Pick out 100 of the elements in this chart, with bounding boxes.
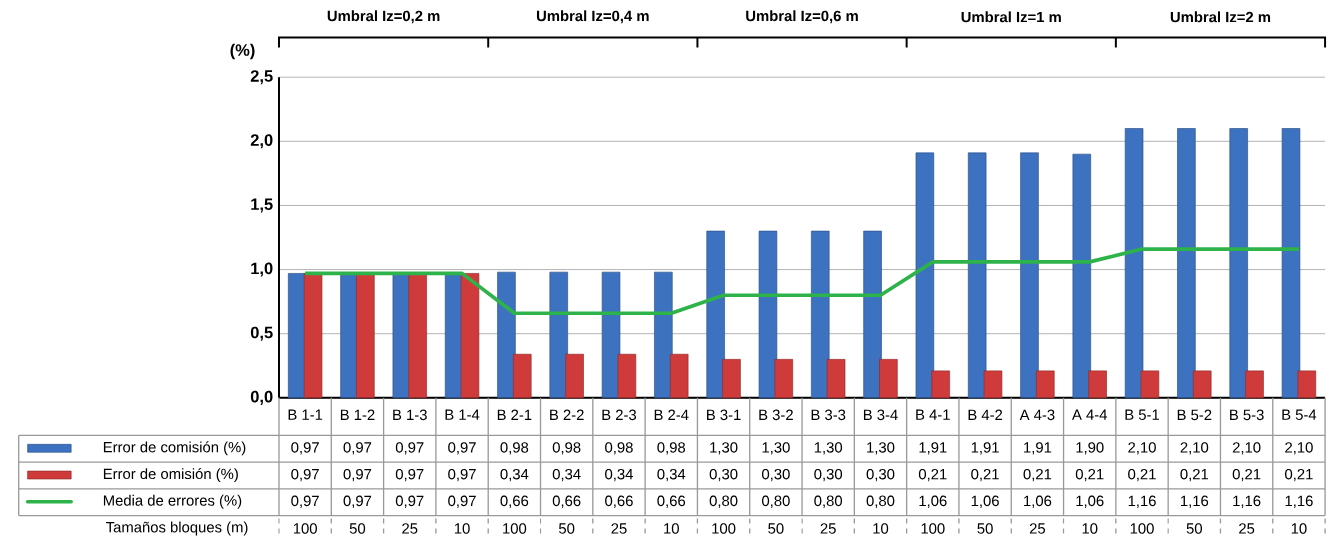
data-label: 1,30 <box>867 441 895 455</box>
data-label: 0,21 <box>1285 468 1313 481</box>
data-label: 0,97 <box>448 441 476 455</box>
data-label: 0,30 <box>814 468 843 481</box>
bar <box>915 152 935 398</box>
bar <box>706 230 725 398</box>
bar <box>1140 370 1160 398</box>
data-label: 0,30 <box>866 468 895 481</box>
data-label: 0,97 <box>291 441 319 455</box>
data-label: 0,21 <box>1232 468 1261 481</box>
data-label: 0,97 <box>395 468 424 481</box>
bar <box>1036 370 1055 398</box>
data-label: 0,30 <box>762 468 790 481</box>
data-label: 1,06 <box>1076 495 1104 508</box>
data-label: 0,97 <box>291 468 319 481</box>
data-label: 1,90 <box>1076 441 1104 455</box>
data-label: 2,10 <box>1232 441 1261 455</box>
text: 50 <box>558 523 575 534</box>
data-label: 0,34 <box>605 468 633 481</box>
bar <box>1281 127 1301 398</box>
x-tick-label: A 4-3 <box>1019 409 1055 420</box>
x-tick-label: B 1-4 <box>445 409 480 420</box>
text: 100 <box>712 523 736 534</box>
data-label: 0,21 <box>1128 468 1156 481</box>
data-label: 1,91 <box>1024 441 1052 455</box>
x-tick-label: B 4-1 <box>916 409 950 420</box>
data-label: 2,10 <box>1180 441 1209 455</box>
data-label: 1,16 <box>1181 495 1209 508</box>
data-label: 0,30 <box>709 468 738 481</box>
x-tick-label: B 5-2 <box>1177 409 1212 420</box>
bar <box>774 358 794 398</box>
data-label: 0,34 <box>657 468 686 481</box>
bar <box>879 358 898 398</box>
x-tick-label: B 4-2 <box>968 409 1003 420</box>
data-label: 0,80 <box>762 495 790 508</box>
data-label: 1,30 <box>710 441 738 455</box>
bar <box>513 353 532 398</box>
text: Tamaños bloques (m) <box>106 521 248 536</box>
text: 10 <box>1291 523 1307 534</box>
text: 50 <box>977 523 993 534</box>
data-label: 0,66 <box>500 495 529 508</box>
text: 25 <box>402 523 418 534</box>
legend-label: Media de errores (%) <box>103 494 242 509</box>
y-tick-label: 0,5 <box>250 326 273 341</box>
data-label: 1,06 <box>971 495 999 508</box>
data-label: 0,98 <box>605 441 633 455</box>
bar <box>303 272 323 398</box>
text: 10 <box>873 523 889 534</box>
data-label: 0,34 <box>552 468 581 481</box>
x-tick-label: B 5-4 <box>1282 409 1317 420</box>
data-label: 1,91 <box>971 441 999 455</box>
x-tick-label: B 2-1 <box>497 409 532 420</box>
text: 10 <box>1082 523 1098 534</box>
y-tick-label: 1,5 <box>251 198 273 213</box>
data-label: 1,06 <box>919 495 947 508</box>
data-label: 0,21 <box>971 468 999 481</box>
text: 25 <box>1029 523 1046 534</box>
x-tick-label: B 1-3 <box>393 409 427 420</box>
bar <box>931 370 950 398</box>
data-label: 0,97 <box>448 468 476 481</box>
bar <box>1177 127 1196 398</box>
bar <box>497 271 516 398</box>
text: 25 <box>820 523 836 534</box>
data-label: 0,80 <box>866 495 895 508</box>
data-label: 0,21 <box>1023 468 1052 481</box>
data-label: 0,80 <box>709 495 738 508</box>
x-tick-label: B 1-2 <box>340 409 375 420</box>
x-tick-label: B 3-3 <box>811 409 846 420</box>
bar <box>811 230 830 398</box>
data-label: 0,97 <box>395 495 424 508</box>
data-label: 1,16 <box>1285 495 1313 508</box>
bar <box>669 353 689 398</box>
data-label: 0,98 <box>500 441 529 455</box>
x-tick-label: B 3-4 <box>863 409 898 420</box>
data-label: 0,66 <box>605 495 633 508</box>
data-label: 1,16 <box>1233 495 1261 508</box>
data-label: 0,97 <box>343 495 372 508</box>
x-tick-label: B 5-3 <box>1230 409 1264 420</box>
bar <box>1192 370 1212 398</box>
bar <box>1297 370 1317 398</box>
text: 50 <box>768 523 784 534</box>
x-tick-label: A 4-4 <box>1071 409 1107 420</box>
legend-label: Error de comisión (%) <box>103 441 246 456</box>
bar <box>967 152 987 398</box>
text: 10 <box>664 523 679 534</box>
text: 100 <box>503 523 527 534</box>
data-label: 0,97 <box>448 495 476 508</box>
y-tick-label: 0,0 <box>250 390 273 405</box>
data-label: 1,16 <box>1128 495 1156 508</box>
bar <box>1245 370 1264 398</box>
x-tick-label: B 3-1 <box>707 409 741 420</box>
data-label: 0,80 <box>814 495 843 508</box>
y-tick-label: 2,5 <box>250 69 273 85</box>
data-label: 0,97 <box>343 468 372 481</box>
bar <box>983 370 1003 398</box>
bar <box>1124 127 1144 398</box>
legend-label: Error de omisión (%) <box>103 467 238 482</box>
y-tick-label: 1,0 <box>251 262 273 277</box>
text: 25 <box>1239 523 1255 534</box>
text: 50 <box>1186 523 1202 534</box>
